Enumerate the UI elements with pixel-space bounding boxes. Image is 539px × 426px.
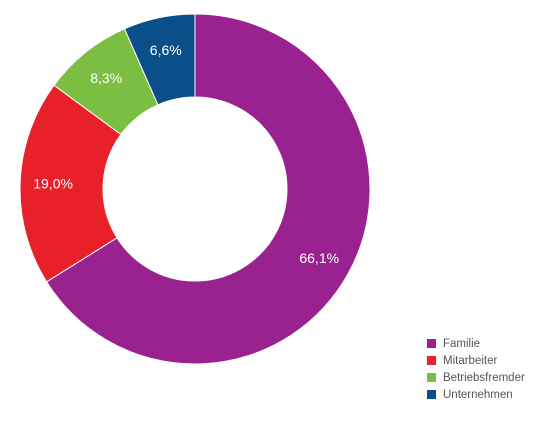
slice-familie: [45, 13, 371, 365]
legend-swatch-unternehmen: [427, 390, 436, 399]
legend-label-betriebsfremder: Betriebsfremder: [443, 371, 525, 384]
slice-label-mitarbeiter: 19,0%: [33, 176, 73, 192]
chart-legend: Familie Mitarbeiter Betriebsfremder Unte…: [427, 335, 525, 403]
legend-swatch-familie: [427, 339, 436, 348]
slice-mitarbeiter: [19, 84, 122, 283]
legend-item-familie: Familie: [427, 335, 525, 352]
slice-unternehmen: [123, 13, 196, 106]
legend-item-unternehmen: Unternehmen: [427, 386, 525, 403]
legend-label-familie: Familie: [443, 337, 481, 350]
legend-swatch-mitarbeiter: [427, 356, 436, 365]
slice-label-familie: 66,1%: [299, 250, 339, 266]
legend-item-betriebsfremder: Betriebsfremder: [427, 369, 525, 386]
legend-item-mitarbeiter: Mitarbeiter: [427, 352, 525, 369]
legend-label-mitarbeiter: Mitarbeiter: [443, 354, 498, 367]
legend-swatch-betriebsfremder: [427, 373, 436, 382]
slice-label-betriebsfremder: 8,3%: [90, 70, 122, 86]
slice-label-unternehmen: 6,6%: [150, 42, 182, 58]
legend-label-unternehmen: Unternehmen: [443, 388, 513, 401]
